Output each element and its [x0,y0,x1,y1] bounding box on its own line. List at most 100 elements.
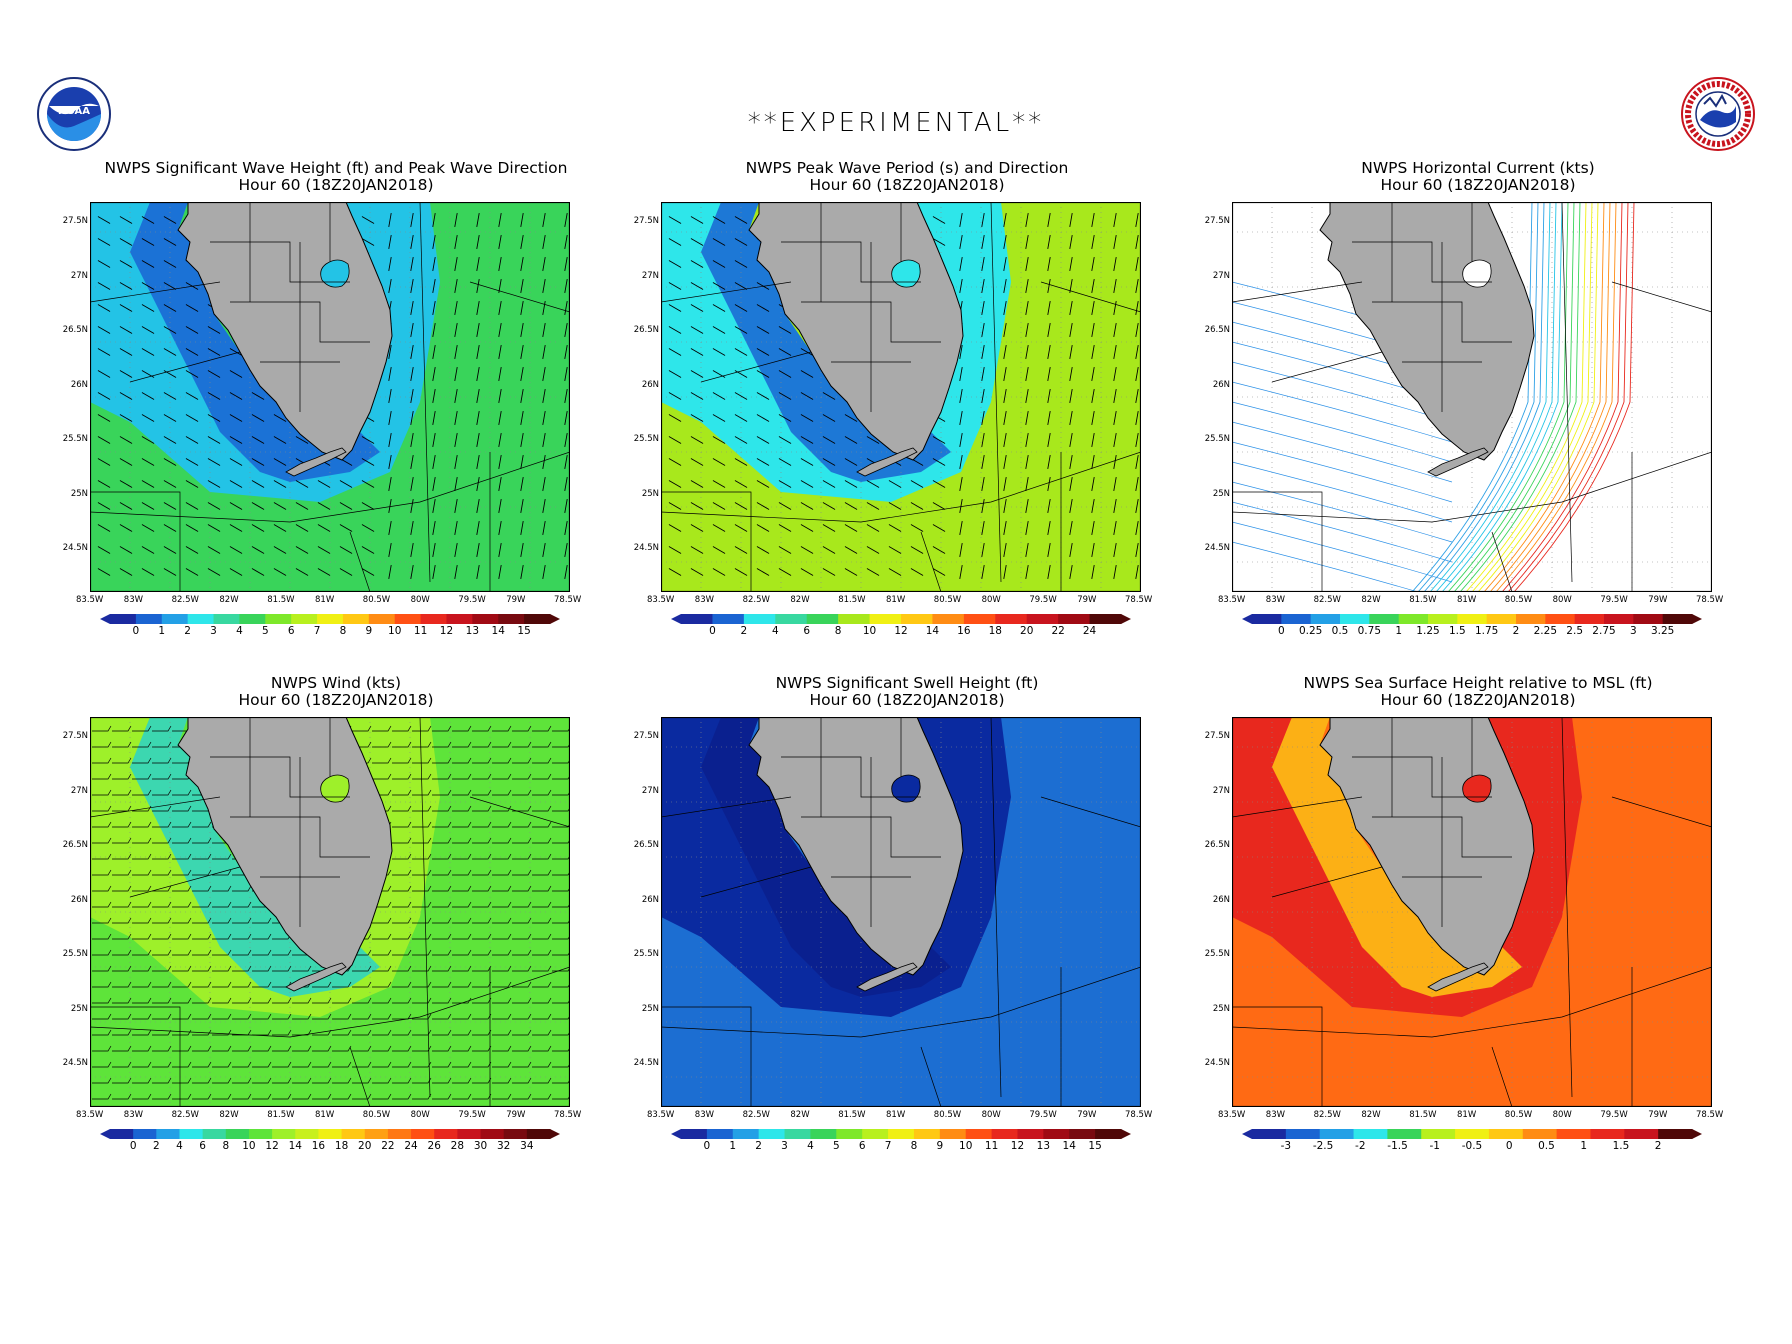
direction-arrow [498,521,502,535]
wind-barb [512,1013,532,1020]
direction-arrow [981,411,985,425]
wind-barb [372,901,392,908]
wind-barb [172,917,192,924]
wind-barb [452,1093,472,1100]
direction-arrow [668,216,682,224]
direction-arrow [1069,455,1073,469]
direction-arrow [866,546,880,554]
map-frame [1232,202,1712,592]
colorbar-label: 10 [959,1140,973,1152]
direction-arrow [756,392,770,400]
wind-barb [452,821,472,828]
colorbar-swatch [732,1129,760,1139]
lat-label: 25.5N [1204,949,1230,959]
direction-arrow [207,436,221,444]
colorbar-swatch [806,614,839,624]
direction-arrow [734,568,748,576]
direction-arrow [388,433,392,447]
direction-arrow [800,348,814,356]
current-streamline [1501,202,1623,592]
direction-arrow [339,480,353,488]
colorbar-label: 0.75 [1357,625,1382,637]
direction-arrow [756,568,770,576]
wind-barb [432,997,452,1004]
lon-label: 79.5W [1029,1110,1057,1120]
direction-arrow [981,257,985,271]
panel-title-text: NWPS Significant Swell Height (ft) [775,674,1039,692]
current-streamline [1441,202,1563,592]
direction-arrow [712,436,726,444]
direction-arrow [981,345,985,359]
direction-arrow [778,480,792,488]
panel-title: NWPS Significant Wave Height (ft) and Pe… [86,160,586,194]
lon-label: 81.5W [1409,595,1437,605]
direction-arrow [97,458,111,466]
direction-arrow [734,238,748,246]
lon-label: 79W [1648,595,1668,605]
wind-barb [512,885,532,892]
wind-barb [372,757,392,764]
direction-arrow [388,279,392,293]
colorbar-label: 26 [427,1140,441,1152]
zone-line [90,796,221,818]
wind-barb [352,981,372,988]
wind-barb [132,1013,152,1020]
direction-arrow [97,238,111,246]
colorbar-swatch [526,1129,551,1139]
colorbar-swatch [446,614,473,624]
wind-barb [92,933,112,940]
direction-arrow [410,213,414,227]
direction-arrow [432,565,436,579]
direction-arrow [361,480,375,488]
direction-arrow [1003,411,1007,425]
direction-arrow [756,436,770,444]
colorbar-swatch [712,614,745,624]
direction-arrow [295,546,309,554]
direction-arrow [410,301,414,315]
direction-arrow [668,458,682,466]
lat-label: 24.5N [1204,1058,1230,1068]
direction-arrow [163,392,177,400]
direction-arrow [668,502,682,510]
colorbar-swatch [784,1129,811,1139]
colorbar-swatch [368,614,396,624]
current-streamline [1423,202,1545,592]
current-streamline [1447,202,1569,592]
wind-barb [492,1077,512,1084]
wind-barb [552,902,570,908]
colorbar-swatch [291,614,318,624]
direction-arrow [542,565,546,579]
county-line [1372,301,1512,343]
wind-barb [192,821,212,828]
direction-arrow [822,546,836,554]
direction-arrow [520,565,524,579]
wind-barb [192,1077,212,1084]
direction-arrow [1113,499,1117,513]
wind-barb [472,789,492,796]
lat-label: 26.5N [633,325,659,335]
colorbar-label: 10 [388,625,402,637]
wind-barb [172,933,192,940]
wind-barb [212,949,232,956]
wind-barb [452,997,472,1004]
nws-logo [1681,77,1755,151]
direction-arrow [712,546,726,554]
panel-subtitle: Hour 60 (18Z20JAN2018) [1380,691,1576,709]
direction-arrow [1003,345,1007,359]
direction-arrow [1003,455,1007,469]
direction-arrow [959,411,963,425]
wind-barb [252,933,272,940]
wind-barb [192,949,212,956]
county-line [801,816,941,858]
wind-barb [172,1061,192,1068]
wind-barb [112,725,132,732]
direction-arrow [981,433,985,447]
direction-arrow [1113,543,1117,557]
panel-swell-height: NWPS Significant Swell Height (ft) Hour 6… [634,675,1217,1181]
wind-barb [152,853,172,860]
colorbar-swatch [498,614,525,624]
wind-barb [512,1093,532,1100]
wind-barb [112,757,132,764]
colorbar-swatch [1252,1129,1287,1139]
colorbar-label: 1 [158,625,166,637]
